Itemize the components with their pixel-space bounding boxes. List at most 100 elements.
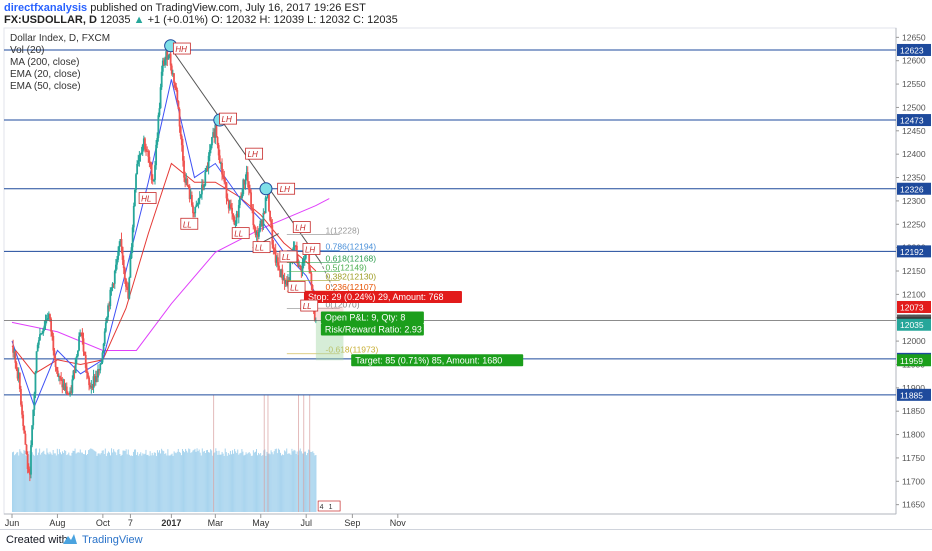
candle-body	[302, 259, 305, 263]
volume-bar	[146, 455, 148, 512]
candle-body	[156, 137, 159, 145]
volume-bar	[43, 450, 45, 512]
candle-body	[221, 163, 223, 175]
legend-ema20[interactable]: EMA (20, close)	[10, 69, 81, 80]
swing-label: HH	[175, 45, 187, 54]
candle-body	[279, 270, 282, 278]
legend-volume[interactable]: Vol (20)	[10, 45, 45, 56]
volume-bar	[290, 454, 292, 512]
candle-body	[233, 216, 236, 225]
legend-ema50[interactable]: EMA (50, close)	[10, 81, 81, 92]
volume-spike	[267, 394, 269, 512]
level-tag-label: 12192	[900, 247, 924, 257]
x-tick-label: Mar	[208, 518, 224, 528]
y-tick-label: 11900	[902, 383, 925, 393]
legend-title[interactable]: Dollar Index, D, FXCM	[10, 33, 111, 44]
candle-body	[196, 203, 199, 205]
volume-bar	[89, 449, 91, 512]
volume-bar	[219, 454, 221, 512]
candle-body	[20, 389, 22, 405]
volume-bar	[98, 453, 100, 512]
volume-bar	[186, 450, 188, 512]
candle-body	[121, 246, 124, 260]
swing-label: HL	[141, 195, 151, 204]
plot-area	[3, 27, 897, 515]
volume-bar	[139, 453, 141, 512]
volume-bar	[275, 448, 277, 512]
volume-bar	[310, 451, 312, 512]
volume-bar	[71, 452, 73, 512]
candle-body	[241, 194, 244, 198]
price-axis-tag	[897, 354, 931, 367]
candle-body	[301, 262, 304, 272]
candle-body	[182, 145, 184, 161]
candle-body	[84, 354, 87, 368]
volume-bar	[239, 453, 241, 512]
volume-bar	[269, 454, 271, 512]
volume-bar	[114, 451, 116, 512]
candle-body	[154, 165, 156, 180]
candle-body	[250, 192, 252, 209]
volume-bar	[79, 449, 81, 512]
level-tag	[897, 182, 931, 195]
swing-label: LH	[295, 224, 305, 233]
swing-label: LL	[255, 244, 264, 253]
x-tick-label: 7	[128, 518, 133, 528]
candle-body	[173, 73, 175, 84]
author-link[interactable]: directfxanalysis	[4, 2, 88, 14]
volume-bar	[87, 453, 89, 512]
volume-bar	[180, 455, 182, 512]
swing-label-box	[245, 147, 264, 160]
candle-body	[112, 283, 115, 285]
candle-body	[149, 162, 152, 165]
candle-body	[168, 53, 171, 56]
candle-body	[80, 332, 83, 334]
volume-bar	[53, 453, 55, 512]
level-tag-label: 12473	[900, 116, 924, 126]
volume-bar	[249, 453, 251, 512]
candle-body	[52, 335, 55, 351]
volume-bar	[234, 448, 236, 512]
volume-bar	[66, 455, 68, 512]
candle-body	[60, 378, 63, 380]
candle-body	[216, 137, 219, 146]
y-tick-label: 12150	[902, 266, 926, 276]
candle-body	[119, 239, 122, 246]
swing-label-box	[219, 112, 237, 125]
fib-label: 0.786(12194)	[326, 241, 377, 251]
candle-body	[188, 186, 191, 200]
candle-body	[45, 319, 48, 321]
volume-bar	[74, 448, 76, 512]
candle-body	[15, 362, 18, 370]
volume-bar	[282, 454, 284, 512]
candle-body	[120, 239, 123, 247]
volume-bar	[255, 449, 257, 512]
candle-body	[18, 372, 21, 390]
x-tick-label: Oct	[96, 518, 111, 528]
legend-ma200[interactable]: MA (200, close)	[10, 57, 80, 68]
volume-bar	[47, 452, 49, 512]
candle-body	[218, 155, 221, 164]
volume-bar	[93, 450, 95, 512]
volume-bar	[122, 450, 124, 512]
volume-bar	[67, 454, 69, 512]
swing-label-box	[287, 280, 306, 293]
volume-bar	[17, 452, 19, 512]
candle-body	[226, 198, 229, 201]
x-tick-label: May	[252, 518, 270, 528]
candle-body	[227, 200, 230, 209]
volume-bar	[120, 455, 122, 512]
candle-body	[201, 184, 203, 195]
candle-body	[21, 404, 23, 415]
volume-bar	[199, 452, 201, 512]
volume-bar	[286, 448, 288, 512]
volume-bar	[52, 450, 54, 512]
price-axis-tag-label: 11959	[900, 356, 923, 366]
volume-bar	[241, 449, 243, 512]
tradingview-brand[interactable]: TradingView	[82, 534, 143, 546]
candle-body	[298, 265, 301, 267]
candle-body	[61, 379, 64, 388]
symbol-name[interactable]: FX:USDOLLAR, D	[4, 14, 97, 26]
swing-label-box	[138, 192, 157, 204]
